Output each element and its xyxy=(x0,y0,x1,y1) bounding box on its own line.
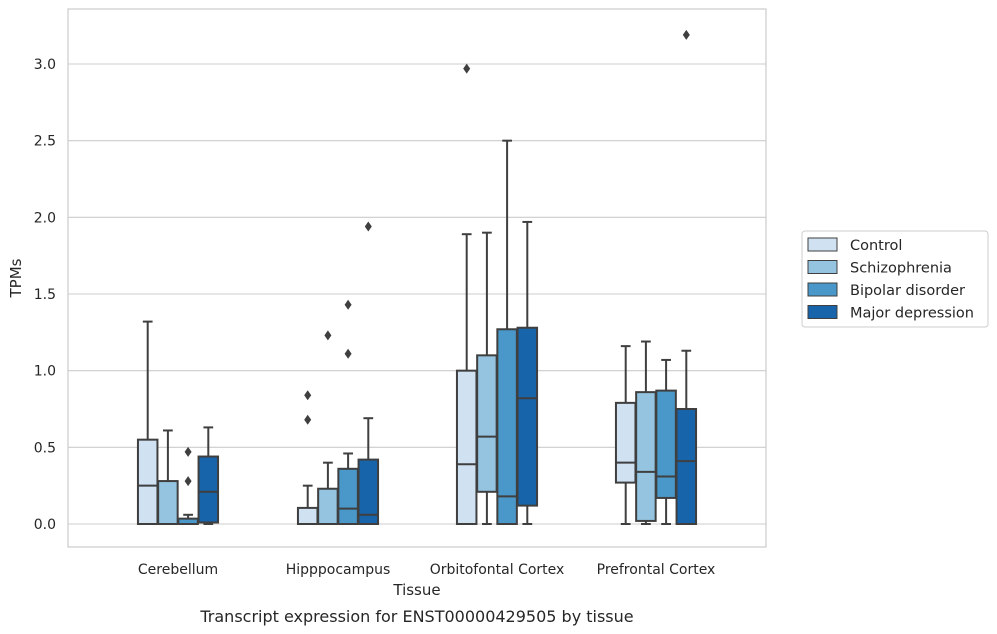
y-tick-label: 0.5 xyxy=(34,440,56,456)
legend-swatch xyxy=(807,237,838,252)
box-2-1 xyxy=(337,299,359,525)
box-3-0 xyxy=(197,426,220,525)
legend-label: Bipolar disorder xyxy=(850,283,965,299)
x-tick-label: Prefrontal Cortex xyxy=(597,562,716,578)
box-iqr xyxy=(614,401,637,484)
box-iqr xyxy=(296,506,319,525)
outlier-point xyxy=(463,63,471,74)
box-iqr xyxy=(675,408,698,525)
legend-swatch xyxy=(807,260,838,274)
y-tick-label: 1.5 xyxy=(34,287,56,303)
legend-swatch xyxy=(807,282,838,297)
box-iqr xyxy=(317,487,339,526)
box-1-0 xyxy=(157,429,179,526)
outlier-point xyxy=(184,476,192,487)
box-iqr xyxy=(476,354,498,493)
x-axis-ticks: Cerebellum Hipppocampus Orbitofontal Corte… xyxy=(138,562,715,578)
legend: Control Schizophrenia Bipolar disorder Majo… xyxy=(801,230,989,328)
box-iqr xyxy=(357,458,380,526)
outlier-point xyxy=(304,414,312,425)
outlier-point xyxy=(344,348,352,359)
y-tick-label: 3.0 xyxy=(34,57,56,73)
legend-frame xyxy=(801,230,989,328)
chart-caption: Transcript expression for ENST0000042950… xyxy=(199,607,633,626)
box-0-0 xyxy=(136,320,159,525)
y-tick-label: 2.0 xyxy=(34,210,56,226)
box-1-2 xyxy=(476,231,498,525)
boxes xyxy=(136,29,698,526)
box-2-2 xyxy=(496,139,518,525)
outlier-point xyxy=(184,446,192,457)
y-tick-label: 1.0 xyxy=(34,364,56,380)
x-tick-label: Cerebellum xyxy=(138,562,218,578)
box-iqr xyxy=(635,391,657,522)
box-3-1 xyxy=(357,221,380,526)
box-3-2 xyxy=(516,220,539,525)
box-iqr xyxy=(136,438,159,525)
box-2-3 xyxy=(655,358,677,525)
y-tick-label: 2.5 xyxy=(34,134,56,150)
outlier-point xyxy=(324,330,332,341)
legend-label: Major depression xyxy=(850,306,974,322)
legend-label: Control xyxy=(850,238,902,254)
box-iqr xyxy=(496,328,518,525)
y-axis-title: TPMs xyxy=(7,258,25,298)
box-1-1 xyxy=(317,330,339,526)
plot-frame xyxy=(67,8,767,548)
outlier-point xyxy=(682,29,690,40)
outlier-point xyxy=(304,390,312,401)
x-tick-label: Hipppocampus xyxy=(286,562,391,578)
legend-swatch xyxy=(807,305,838,319)
y-tick-label: 0.0 xyxy=(34,517,56,533)
x-axis-title: Tissue xyxy=(392,581,440,599)
box-iqr xyxy=(197,455,220,524)
outlier-point xyxy=(364,221,372,232)
box-0-1 xyxy=(296,390,319,525)
box-iqr xyxy=(157,480,179,526)
y-axis-ticks: 0.0 0.5 1.0 1.5 2.0 2.5 3.0 xyxy=(34,57,56,533)
legend-label: Schizophrenia xyxy=(850,261,952,277)
box-iqr xyxy=(655,389,677,499)
y-gridlines xyxy=(68,63,766,525)
x-tick-label: Orbitofontal Cortex xyxy=(430,562,565,578)
box-2-0 xyxy=(177,446,199,526)
outlier-point xyxy=(344,299,352,310)
box-iqr xyxy=(455,369,478,525)
box-3-3 xyxy=(675,29,698,525)
box-0-3 xyxy=(614,345,637,525)
box-1-3 xyxy=(635,340,657,525)
box-iqr xyxy=(516,326,539,507)
box-iqr xyxy=(337,467,359,525)
